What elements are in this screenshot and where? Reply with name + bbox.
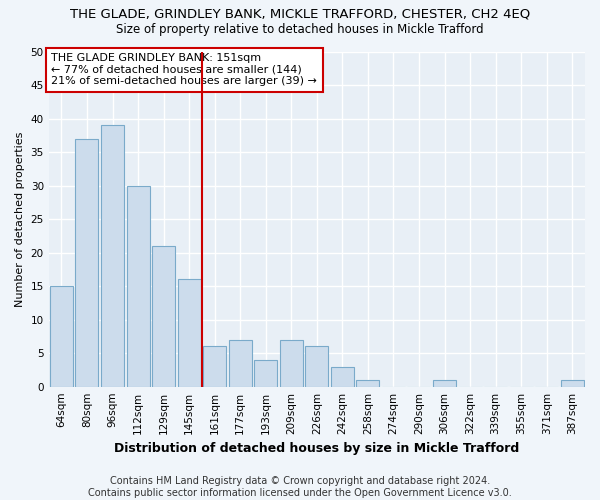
Bar — [254, 360, 277, 386]
Bar — [356, 380, 379, 386]
Bar — [331, 366, 354, 386]
Bar — [50, 286, 73, 386]
X-axis label: Distribution of detached houses by size in Mickle Trafford: Distribution of detached houses by size … — [114, 442, 520, 455]
Text: THE GLADE, GRINDLEY BANK, MICKLE TRAFFORD, CHESTER, CH2 4EQ: THE GLADE, GRINDLEY BANK, MICKLE TRAFFOR… — [70, 8, 530, 20]
Bar — [203, 346, 226, 387]
Text: THE GLADE GRINDLEY BANK: 151sqm
← 77% of detached houses are smaller (144)
21% o: THE GLADE GRINDLEY BANK: 151sqm ← 77% of… — [52, 53, 317, 86]
Text: Contains HM Land Registry data © Crown copyright and database right 2024.
Contai: Contains HM Land Registry data © Crown c… — [88, 476, 512, 498]
Y-axis label: Number of detached properties: Number of detached properties — [15, 132, 25, 307]
Text: Size of property relative to detached houses in Mickle Trafford: Size of property relative to detached ho… — [116, 22, 484, 36]
Bar — [127, 186, 149, 386]
Bar — [229, 340, 252, 386]
Bar — [178, 280, 200, 386]
Bar — [280, 340, 303, 386]
Bar — [433, 380, 456, 386]
Bar — [305, 346, 328, 387]
Bar — [101, 125, 124, 386]
Bar — [152, 246, 175, 386]
Bar — [76, 138, 98, 386]
Bar — [561, 380, 584, 386]
